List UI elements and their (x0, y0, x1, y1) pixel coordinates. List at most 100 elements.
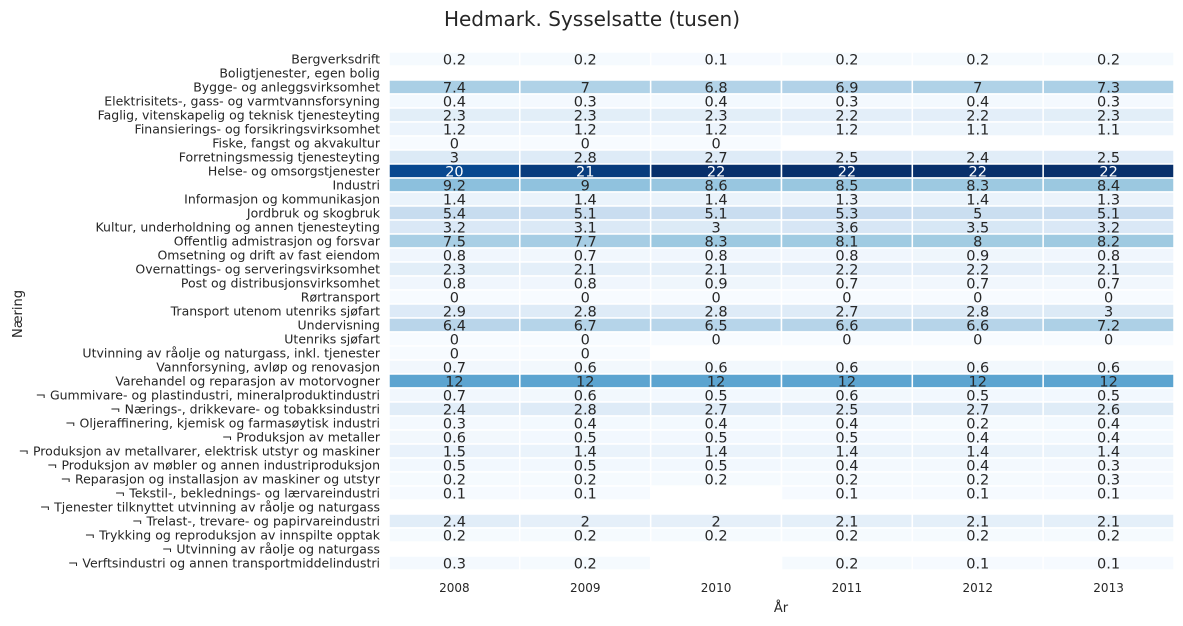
cell-value-label: 0.5 (705, 459, 728, 475)
cell-value-label: 0.2 (835, 529, 858, 545)
cell-value-label: 0 (450, 291, 459, 307)
cell-value-label: 0.1 (835, 487, 858, 503)
cell-value-label: 6.6 (835, 319, 858, 335)
cell-value-label: 8.3 (966, 179, 989, 195)
cell-value-label: 0 (973, 333, 982, 349)
cell-value-label: 5.1 (705, 207, 728, 223)
cell-value-label: 8.2 (1097, 235, 1120, 251)
cell-value-label: 2.7 (835, 305, 858, 321)
cell-value-label: 0.7 (574, 249, 597, 265)
y-tick-label: Offentlig admistrasjon og forsvar (174, 234, 381, 249)
cell-value-label: 0.3 (1097, 473, 1120, 489)
cell-value-label: 0.4 (1097, 431, 1120, 447)
cell-value-label: 2 (581, 515, 590, 531)
x-tick-labels: 2008 2009 2010 2011 2012 2013 (439, 581, 1124, 595)
cell-value-label: 0.7 (835, 277, 858, 293)
cell-value-label: 0.2 (966, 473, 989, 489)
cell-value-label: 0 (711, 291, 720, 307)
cell-value-label: 2.1 (574, 263, 597, 279)
cell-value-label: 0.1 (966, 557, 989, 573)
cell-value-label: 2.3 (574, 109, 597, 125)
cell-value-label: 2.2 (966, 263, 989, 279)
y-tick-label: Post og distribusjonsvirksomhet (181, 276, 380, 291)
cell-value-label: 7 (973, 81, 982, 97)
cell-value-label: 8.4 (1097, 179, 1120, 195)
heatmap-cell (1042, 121, 1175, 137)
y-tick-label: Helse- og omsorgstjenester (208, 164, 381, 179)
cell-value-label: 2.1 (1097, 263, 1120, 279)
cell-value-label: 0.1 (574, 487, 597, 503)
cell-value-label: 0.7 (443, 361, 466, 377)
cell-value-label: 0.2 (966, 529, 989, 545)
cell-value-label: 0 (711, 333, 720, 349)
cell-value-label: 0 (1104, 291, 1113, 307)
cell-value-label: 0 (450, 137, 459, 153)
cell-value-label: 3 (450, 151, 459, 167)
cell-value-label: 2.5 (835, 403, 858, 419)
x-tick-label: 2010 (701, 581, 732, 595)
cell-value-label: 0 (581, 347, 590, 363)
cell-value-label: 0.1 (705, 53, 728, 69)
cell-value-label: 0.9 (966, 249, 989, 265)
cell-value-label: 8.1 (835, 235, 858, 251)
cell-value-label: 0 (450, 333, 459, 349)
cell-value-label: 8.5 (835, 179, 858, 195)
y-tick-label: ¬ Tekstil-, beklednings- og lærvareindus… (115, 486, 380, 501)
x-tick-label: 2013 (1093, 581, 1124, 595)
y-tick-label: ¬ Trykking og reproduksjon av innspilte … (85, 528, 381, 543)
heatmap-cell (1042, 485, 1175, 501)
cell-value-label: 7 (581, 81, 590, 97)
chart-title: Hedmark. Sysselsatte (tusen) (444, 7, 740, 31)
y-tick-label: Transport utenom utenriks sjøfart (170, 304, 380, 319)
x-tick-label: 2008 (439, 581, 470, 595)
cell-value-label: 0.6 (443, 431, 466, 447)
cell-value-label: 2.3 (443, 109, 466, 125)
cell-value-label: 0.5 (443, 459, 466, 475)
y-tick-label: Bergverksdrift (291, 52, 380, 67)
y-tick-label: Kultur, underholdning og annen tjenestey… (95, 220, 380, 235)
cell-value-label: 0.4 (966, 431, 989, 447)
heatmap-cell (519, 555, 652, 571)
cell-value-label: 2.8 (574, 305, 597, 321)
cell-value-label: 1.4 (966, 193, 989, 209)
cell-value-label: 0.5 (966, 389, 989, 405)
cell-value-label: 0.6 (574, 361, 597, 377)
cell-value-label: 0 (842, 333, 851, 349)
cell-value-label: 5.4 (443, 207, 466, 223)
cell-value-label: 2.1 (705, 263, 728, 279)
cell-value-label: 0.8 (574, 277, 597, 293)
cell-value-label: 0.2 (705, 529, 728, 545)
cell-value-label: 8 (973, 235, 982, 251)
cell-value-label: 3 (711, 221, 720, 237)
cell-value-label: 0.4 (966, 459, 989, 475)
cell-value-label: 0.1 (1097, 487, 1120, 503)
cell-value-label: 5.3 (835, 207, 858, 223)
cell-value-label: 12 (576, 375, 594, 391)
heatmap-cell (1042, 51, 1175, 67)
cell-value-label: 5 (973, 207, 982, 223)
y-axis-label: Næring (11, 290, 26, 338)
cell-value-label: 0.2 (835, 473, 858, 489)
cell-value-label: 0 (711, 137, 720, 153)
cell-value-label: 2.4 (443, 515, 466, 531)
cell-value-label: 0.5 (705, 431, 728, 447)
cell-value-label: 0.3 (443, 557, 466, 573)
cell-value-label: 2.7 (966, 403, 989, 419)
y-tick-label: Jordbruk og skogbruk (246, 206, 381, 221)
cell-value-label: 0.2 (835, 53, 858, 69)
y-tick-label: Bygge- og anleggsvirksomhet (193, 80, 380, 95)
cell-value-label: 7.4 (443, 81, 466, 97)
cell-value-label: 0.3 (1097, 459, 1120, 475)
cell-value-label: 0.5 (574, 431, 597, 447)
cell-value-label: 0.5 (705, 389, 728, 405)
cell-value-label: 2.7 (705, 151, 728, 167)
y-tick-label: Forretningsmessig tjenesteyting (179, 150, 380, 165)
cell-value-label: 0.3 (835, 95, 858, 111)
cell-value-label: 8.6 (705, 179, 728, 195)
cell-value-label: 0.2 (574, 473, 597, 489)
y-tick-label: Varehandel og reparasjon av motorvogner (115, 374, 381, 389)
cell-value-label: 0.2 (1097, 529, 1120, 545)
cell-value-label: 0.4 (1097, 417, 1120, 433)
